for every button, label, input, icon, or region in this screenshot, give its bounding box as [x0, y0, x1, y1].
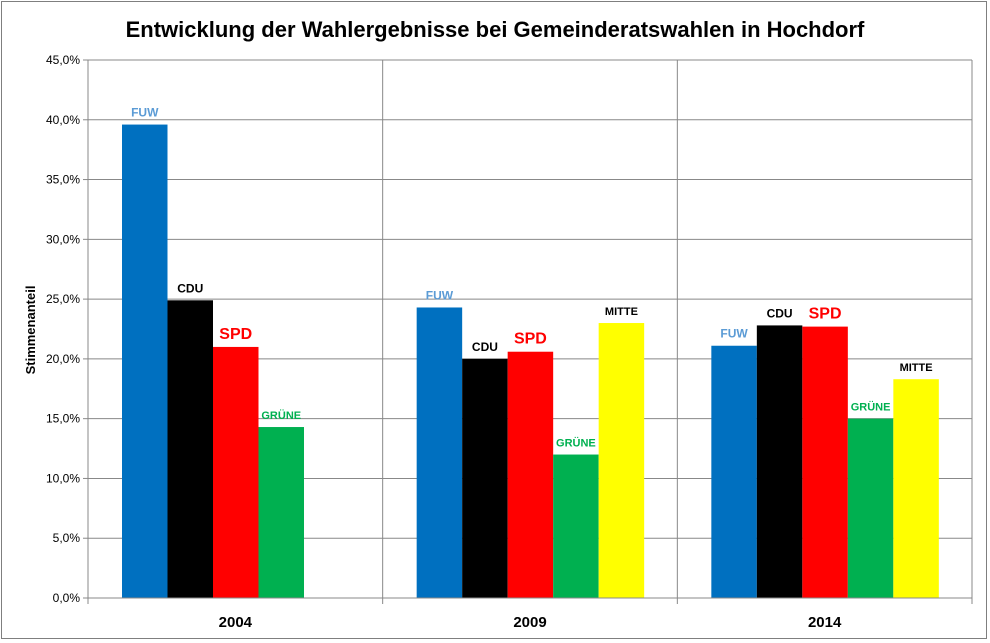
bar-label-2009-spd: SPD	[514, 331, 547, 348]
x-category-label: 2014	[808, 614, 842, 631]
bar-label-2004-cdu: CDU	[177, 281, 203, 295]
bar-label-2014-spd: SPD	[809, 306, 842, 323]
bar-label-2004-grüne: GRÜNE	[261, 409, 301, 422]
bar-label-2009-fuw: FUW	[426, 288, 454, 302]
y-tick-label: 20,0%	[46, 352, 80, 366]
bar-label-2014-mitte: MITTE	[900, 362, 933, 374]
bar-2004-grüne	[258, 427, 304, 598]
bar-2014-spd	[802, 326, 848, 598]
y-tick-label: 25,0%	[46, 292, 80, 306]
y-tick-label: 45,0%	[46, 53, 80, 67]
bar-2009-cdu	[462, 358, 508, 598]
y-tick-label: 10,0%	[46, 471, 80, 485]
bar-2004-spd	[213, 346, 259, 598]
x-category-label: 2004	[219, 614, 253, 631]
bar-labels: FUW CDU SPD GRÜNE FUW CDU SPD GRÜNE MITTE FUW CDU S…	[131, 106, 932, 450]
bar-2014-mitte	[893, 379, 939, 598]
bar-2014-cdu	[756, 325, 803, 598]
bar-label-2014-grüne: GRÜNE	[851, 401, 891, 414]
bars	[122, 124, 939, 598]
y-axis-label: Stimmenanteil	[23, 286, 38, 375]
bar-label-2009-mitte: MITTE	[605, 306, 638, 318]
y-tick-label: 35,0%	[46, 173, 80, 187]
y-tick-label: 0,0%	[53, 591, 81, 605]
bar-2009-mitte	[598, 323, 645, 598]
y-tick-label: 40,0%	[46, 113, 80, 127]
bar-label-2004-spd: SPD	[219, 326, 252, 343]
bar-2009-fuw	[416, 307, 463, 598]
x-category-label: 2009	[513, 614, 546, 631]
bar-2009-spd	[507, 351, 554, 598]
bar-label-2009-cdu: CDU	[472, 340, 498, 354]
chart-title: Entwicklung der Wahlergebnisse bei Gemei…	[126, 17, 865, 42]
bar-label-2014-fuw: FUW	[720, 327, 748, 341]
y-tick-label: 30,0%	[46, 232, 80, 246]
axes: 0,0% 5,0% 10,0% 15,0% 20,0% 25,0% 30,0% 35,0% 40…	[46, 53, 973, 631]
bar-2009-grüne	[553, 454, 599, 598]
bar-label-2009-grüne: GRÜNE	[556, 437, 596, 450]
y-tick-label: 5,0%	[53, 531, 81, 545]
y-tick-label: 15,0%	[46, 412, 80, 426]
bar-2014-fuw	[711, 345, 757, 598]
bar-label-2014-cdu: CDU	[767, 306, 793, 320]
bar-label-2004-fuw: FUW	[131, 106, 159, 120]
bar-2004-fuw	[122, 124, 168, 598]
bar-2014-grüne	[847, 418, 894, 598]
bar-2004-cdu	[167, 300, 213, 598]
